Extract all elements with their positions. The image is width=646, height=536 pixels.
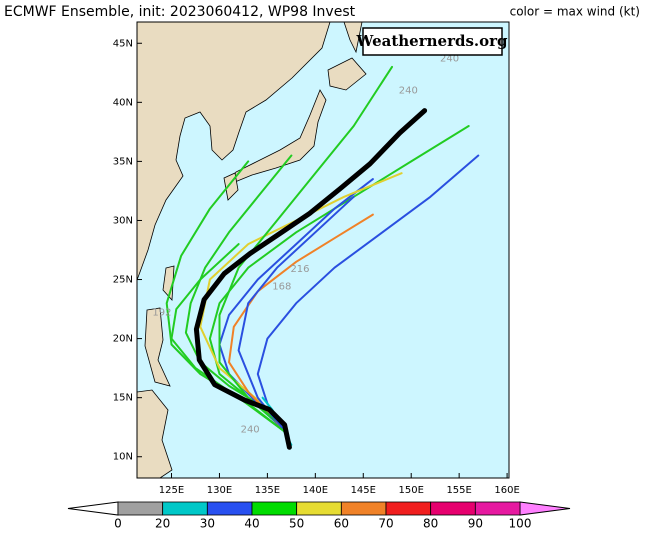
colorbar-segment	[385, 501, 432, 516]
map-area: 240 240 192 216 168 240	[137, 22, 509, 478]
y-tick-label: 15N	[113, 393, 133, 404]
colorbar-segment	[117, 501, 164, 516]
x-tick-label: 155E	[446, 485, 471, 496]
colorbar-segment	[474, 501, 521, 516]
y-tick-label: 10N	[113, 452, 133, 463]
colorbar-label: 80	[423, 517, 438, 531]
y-tick-label: 45N	[113, 38, 133, 49]
mean-track	[193, 108, 428, 450]
y-tick-label: 25N	[113, 275, 133, 286]
hour-label: 240	[399, 86, 418, 97]
sakhalin	[343, 22, 363, 54]
x-tick-label: 125E	[159, 485, 184, 496]
member-track	[199, 172, 403, 435]
watermark-box	[362, 27, 503, 56]
hokkaido	[327, 57, 367, 91]
hour-label: 168	[272, 282, 291, 293]
colorbar-over	[519, 501, 571, 516]
map-frame	[136, 21, 510, 479]
philippine-islands	[137, 389, 173, 478]
member-track	[256, 154, 480, 435]
luzon	[144, 307, 171, 387]
colorbar-segment	[251, 501, 298, 516]
colorbar-segment	[206, 501, 253, 516]
x-tick-label: 150E	[399, 485, 424, 496]
member-track	[218, 65, 393, 423]
colorbar-segment	[296, 501, 342, 516]
watermark: Weathernerds.org	[355, 32, 508, 50]
title: ECMWF Ensemble, init: 2023060412, WP98 I…	[4, 4, 356, 20]
colorbar-label: 20	[155, 517, 170, 531]
x-tick-label: 160E	[494, 485, 519, 496]
y-tick-label: 30N	[113, 215, 133, 226]
colorbar-label: 100	[509, 517, 532, 531]
y-tick-label: 40N	[113, 97, 133, 108]
hour-label: 216	[290, 264, 309, 275]
x-tick-label: 140E	[303, 485, 328, 496]
member-track	[208, 125, 470, 429]
colorbar-label: 0	[114, 517, 122, 531]
colorbar-under	[67, 501, 119, 516]
honshu	[229, 89, 327, 185]
mainland	[137, 22, 331, 281]
colorbar-segment	[162, 501, 208, 516]
hour-label: 240	[241, 425, 260, 436]
x-tick-label: 145E	[351, 485, 376, 496]
member-track	[237, 195, 355, 435]
member-track	[228, 213, 374, 429]
y-tick-label: 20N	[113, 334, 133, 345]
hour-label: 192	[152, 308, 171, 319]
colorbar-label: 70	[378, 517, 393, 531]
hour-label: 240	[440, 54, 459, 65]
colorbar-label: 50	[289, 517, 304, 531]
colorbar-label: 40	[244, 517, 259, 531]
colorbar-segment	[340, 501, 387, 516]
colorbar-label: 60	[334, 517, 349, 531]
x-tick-label: 130E	[207, 485, 232, 496]
colorbar-segment	[430, 501, 476, 516]
subtitle: color = max wind (kt)	[510, 5, 640, 19]
y-tick-label: 35N	[113, 156, 133, 167]
x-tick-label: 135E	[255, 485, 280, 496]
colorbar-label: 30	[200, 517, 215, 531]
colorbar-label: 90	[468, 517, 483, 531]
member-track	[218, 178, 374, 435]
